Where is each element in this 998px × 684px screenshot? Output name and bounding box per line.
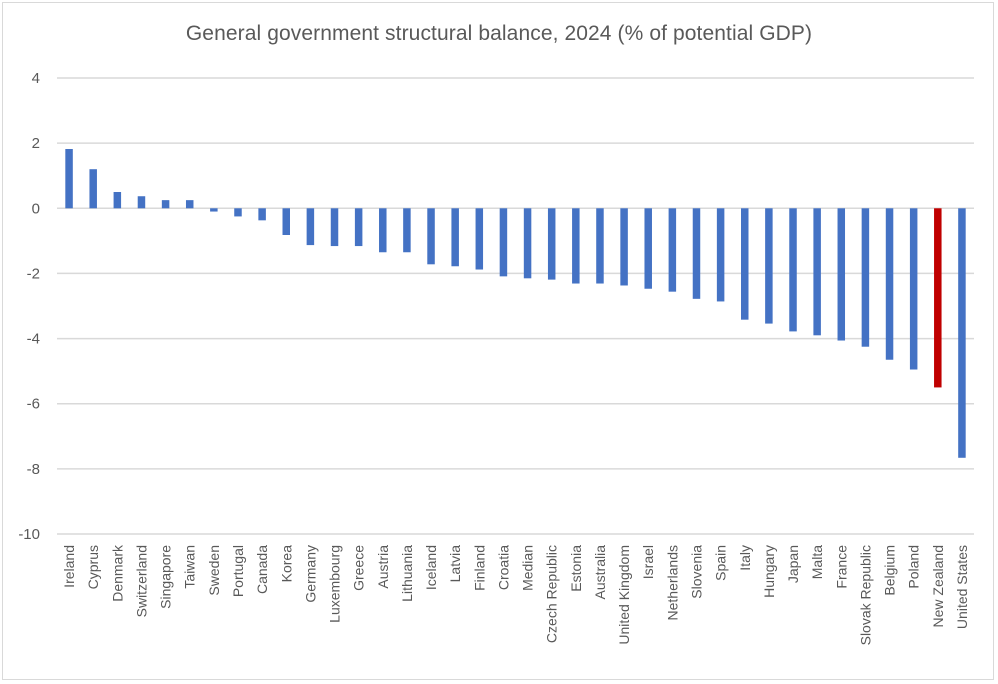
bar-austria	[379, 208, 387, 253]
bar-poland	[909, 208, 918, 370]
y-tick-label: -2	[27, 265, 40, 282]
bar-greece	[354, 208, 363, 247]
bar-germany	[306, 208, 315, 246]
x-tick-label: Spain	[713, 545, 729, 581]
x-tick-label: United Kingdom	[616, 545, 632, 645]
y-tick-label: -8	[27, 461, 40, 478]
x-tick-label: Italy	[737, 545, 753, 571]
x-tick-label: New Zealand	[930, 545, 946, 628]
bar-canada	[258, 208, 266, 221]
y-tick-label: -10	[18, 526, 40, 543]
bar-estonia	[572, 208, 580, 284]
bar-spain	[716, 208, 725, 302]
x-tick-label: Latvia	[447, 545, 463, 583]
x-tick-label: United States	[954, 545, 970, 629]
bar-denmark	[113, 192, 122, 209]
y-tick-label: -6	[27, 396, 40, 413]
bar-united-kingdom	[620, 208, 628, 286]
x-tick-label: Portugal	[230, 545, 246, 597]
bar-netherlands	[668, 208, 677, 292]
x-tick-label: Croatia	[495, 545, 511, 590]
x-tick-label: Austria	[375, 545, 391, 589]
x-tick-label: Hungary	[761, 545, 777, 598]
bar-taiwan	[185, 200, 194, 209]
bar-switzerland	[137, 196, 146, 209]
bar-portugal	[234, 208, 242, 217]
x-tick-label: Finland	[471, 545, 487, 591]
bar-sweden	[210, 208, 218, 212]
x-tick-label: Greece	[351, 545, 367, 591]
x-tick-label: Iceland	[423, 545, 439, 590]
x-tick-label: Denmark	[109, 544, 125, 602]
x-tick-label: Korea	[278, 545, 294, 583]
bar-united-states	[958, 208, 966, 458]
y-tick-label: 4	[32, 70, 40, 87]
bar-luxembourg	[330, 208, 339, 247]
y-axis-ticks: 4 2 0 -2 -4 -6 -8 -10	[18, 70, 40, 543]
bar-slovenia	[692, 208, 701, 299]
bar-lithuania	[403, 208, 411, 253]
x-tick-label: Germany	[302, 545, 318, 603]
y-tick-label: 0	[32, 200, 40, 217]
x-tick-label: Luxembourg	[327, 545, 343, 623]
x-tick-label: Belgium	[882, 545, 898, 596]
bars	[65, 149, 966, 458]
x-tick-label: Israel	[640, 545, 656, 579]
x-tick-label: Cyprus	[85, 545, 101, 589]
x-tick-label: Sweden	[206, 545, 222, 596]
gridlines	[57, 77, 974, 535]
y-tick-label: -4	[27, 331, 40, 348]
bar-ireland	[65, 149, 73, 209]
x-tick-label: Netherlands	[664, 545, 680, 621]
bar-cyprus	[89, 169, 97, 209]
x-tick-label: France	[833, 545, 849, 589]
bar-japan	[789, 208, 797, 332]
bar-italy	[741, 208, 749, 320]
x-tick-label: Median	[520, 545, 536, 591]
x-tick-label: Lithuania	[399, 545, 415, 602]
x-tick-label: Switzerland	[133, 545, 149, 617]
bar-australia	[596, 208, 604, 284]
bar-new-zealand	[934, 208, 942, 388]
x-tick-label: Japan	[785, 545, 801, 583]
x-tick-label: Canada	[254, 545, 270, 594]
bar-slovak-republic	[861, 208, 870, 347]
x-tick-label: Slovak Republic	[857, 545, 873, 645]
bar-czech-republic	[547, 208, 556, 280]
bar-korea	[282, 208, 290, 235]
bar-iceland	[427, 208, 435, 265]
x-tick-label: Malta	[809, 545, 825, 579]
bar-france	[837, 208, 846, 341]
x-tick-label: Australia	[592, 545, 608, 600]
x-tick-label: Czech Republic	[544, 545, 560, 643]
bar-malta	[813, 208, 821, 336]
x-tick-label: Estonia	[568, 545, 584, 592]
x-tick-label: Ireland	[61, 545, 77, 588]
bar-finland	[475, 208, 484, 270]
bar-latvia	[451, 208, 459, 267]
x-tick-label: Taiwan	[182, 545, 198, 589]
bar-israel	[644, 208, 652, 289]
x-tick-label: Slovenia	[688, 545, 704, 599]
bar-hungary	[765, 208, 773, 324]
bar-median	[523, 208, 532, 279]
x-tick-label: Singapore	[158, 545, 174, 609]
bar-singapore	[161, 200, 170, 209]
chart-title: General government structural balance, 2…	[185, 22, 813, 45]
y-tick-label: 2	[32, 135, 40, 152]
bar-belgium	[885, 208, 894, 360]
bar-croatia	[499, 208, 508, 277]
x-axis-labels: Ireland Cyprus Denmark Switzerland Singapore…	[61, 544, 970, 645]
x-tick-label: Poland	[906, 545, 922, 589]
